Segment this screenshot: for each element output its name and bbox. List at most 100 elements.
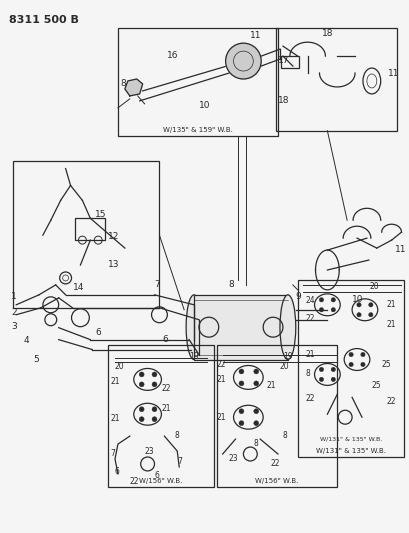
Text: 14: 14 xyxy=(72,283,84,292)
Text: 8: 8 xyxy=(305,369,310,378)
Bar xyxy=(75,218,105,240)
Circle shape xyxy=(330,377,335,382)
Text: 21: 21 xyxy=(216,413,226,422)
Text: 3: 3 xyxy=(11,322,17,330)
Circle shape xyxy=(360,352,364,357)
Ellipse shape xyxy=(186,295,201,360)
Text: 13: 13 xyxy=(108,260,119,269)
Text: 22: 22 xyxy=(161,384,171,393)
Text: 8: 8 xyxy=(282,431,287,440)
Circle shape xyxy=(152,417,157,422)
Circle shape xyxy=(253,409,258,414)
Text: 11: 11 xyxy=(393,245,405,254)
Circle shape xyxy=(348,352,353,357)
Text: 6: 6 xyxy=(95,328,101,337)
Text: 21: 21 xyxy=(265,382,275,390)
Text: 6: 6 xyxy=(115,467,119,476)
Circle shape xyxy=(139,407,144,411)
Text: 1: 1 xyxy=(11,292,17,301)
Text: 22: 22 xyxy=(305,314,315,323)
Text: 21: 21 xyxy=(216,375,226,384)
Text: 20: 20 xyxy=(279,362,289,372)
Text: 12: 12 xyxy=(108,232,119,241)
Circle shape xyxy=(368,303,372,307)
Text: W/131" & 135" W.B.: W/131" & 135" W.B. xyxy=(315,448,385,454)
Text: 8: 8 xyxy=(228,280,234,289)
Text: 8311 500 B: 8311 500 B xyxy=(9,15,79,25)
Polygon shape xyxy=(125,79,142,96)
Circle shape xyxy=(238,421,243,426)
Text: 16: 16 xyxy=(167,51,178,60)
Text: 4: 4 xyxy=(23,336,29,345)
Text: 21: 21 xyxy=(110,377,119,386)
Circle shape xyxy=(330,367,335,372)
Text: 18: 18 xyxy=(277,96,289,105)
Text: 7: 7 xyxy=(154,280,160,289)
Circle shape xyxy=(238,369,243,374)
Circle shape xyxy=(253,369,258,374)
Circle shape xyxy=(319,308,323,312)
Text: 21: 21 xyxy=(305,350,315,359)
Circle shape xyxy=(152,372,157,377)
Text: 20: 20 xyxy=(369,282,379,291)
Text: 10: 10 xyxy=(351,295,363,304)
Text: 21: 21 xyxy=(161,404,171,413)
Text: W/156" W.B.: W/156" W.B. xyxy=(255,478,298,484)
Bar xyxy=(297,280,403,457)
Text: 6: 6 xyxy=(154,471,159,480)
Text: 8: 8 xyxy=(253,439,257,448)
Text: 19: 19 xyxy=(282,352,292,360)
Text: 22: 22 xyxy=(305,394,315,403)
Text: 10: 10 xyxy=(198,101,210,110)
Text: W/131" & 135" W.B.: W/131" & 135" W.B. xyxy=(319,436,381,441)
Text: 21: 21 xyxy=(386,300,395,309)
Circle shape xyxy=(330,308,335,312)
Text: 7: 7 xyxy=(177,457,182,466)
Bar xyxy=(216,345,337,487)
Text: 22: 22 xyxy=(270,459,279,468)
Bar xyxy=(275,28,396,131)
Text: 2: 2 xyxy=(11,308,17,317)
Circle shape xyxy=(356,303,360,307)
Text: 23: 23 xyxy=(144,447,154,456)
Text: 22: 22 xyxy=(216,360,226,368)
Text: 6: 6 xyxy=(162,335,168,344)
Circle shape xyxy=(330,297,335,302)
Circle shape xyxy=(238,381,243,386)
Text: 25: 25 xyxy=(381,360,390,368)
Text: 25: 25 xyxy=(371,382,380,390)
Circle shape xyxy=(356,312,360,317)
Circle shape xyxy=(238,409,243,414)
Circle shape xyxy=(319,377,323,382)
Circle shape xyxy=(368,312,372,317)
Text: 11: 11 xyxy=(387,69,398,78)
Circle shape xyxy=(152,407,157,411)
Text: 7: 7 xyxy=(110,449,115,458)
Text: 5: 5 xyxy=(33,354,39,364)
Text: 20: 20 xyxy=(115,361,124,370)
Text: W/156" W.B.: W/156" W.B. xyxy=(139,478,182,484)
Circle shape xyxy=(139,372,144,377)
Bar xyxy=(108,345,213,487)
Text: 22: 22 xyxy=(386,397,395,406)
Circle shape xyxy=(360,362,364,367)
Text: 22: 22 xyxy=(130,477,139,486)
Circle shape xyxy=(319,297,323,302)
Text: 21: 21 xyxy=(110,414,119,423)
Text: 9: 9 xyxy=(295,292,301,301)
Bar xyxy=(280,56,298,68)
Text: 17: 17 xyxy=(277,56,289,65)
Text: 19: 19 xyxy=(189,352,198,360)
Circle shape xyxy=(152,382,157,387)
Circle shape xyxy=(225,43,261,79)
Ellipse shape xyxy=(279,295,295,360)
Text: 24: 24 xyxy=(305,296,315,305)
Text: 8: 8 xyxy=(174,431,179,440)
Text: W/135" & 159" W.B.: W/135" & 159" W.B. xyxy=(163,127,232,133)
Text: 15: 15 xyxy=(95,211,106,219)
Circle shape xyxy=(319,367,323,372)
Circle shape xyxy=(348,362,353,367)
Bar xyxy=(13,160,159,308)
Text: 23: 23 xyxy=(228,454,238,463)
Text: 18: 18 xyxy=(321,29,333,38)
